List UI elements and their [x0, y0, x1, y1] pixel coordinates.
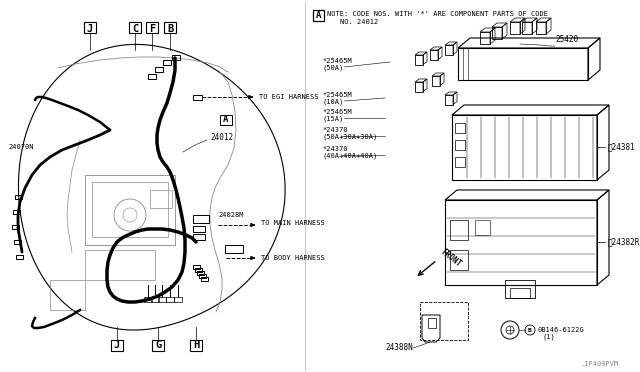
- Text: G: G: [155, 340, 161, 350]
- Bar: [193, 95, 202, 100]
- Bar: [50, 280, 85, 310]
- Bar: [455, 157, 465, 167]
- Text: F: F: [149, 23, 155, 33]
- Text: J: J: [87, 23, 93, 33]
- Bar: [450, 250, 468, 270]
- Text: *24370: *24370: [322, 146, 348, 152]
- Bar: [452, 115, 597, 180]
- Bar: [164, 22, 176, 33]
- Text: (1): (1): [542, 334, 555, 340]
- Text: .IP400PVM: .IP400PVM: [580, 361, 618, 367]
- Bar: [428, 318, 436, 328]
- Bar: [190, 340, 202, 351]
- Bar: [445, 45, 453, 55]
- Bar: [144, 297, 152, 302]
- Bar: [510, 22, 520, 34]
- Bar: [197, 271, 204, 275]
- Text: TO EGI HARNESS: TO EGI HARNESS: [259, 94, 319, 100]
- Text: H: H: [193, 340, 199, 350]
- Bar: [432, 76, 440, 86]
- Text: (10A): (10A): [322, 99, 343, 105]
- Bar: [166, 297, 174, 302]
- Bar: [505, 280, 535, 298]
- Bar: [193, 226, 205, 232]
- Bar: [445, 200, 597, 285]
- Bar: [92, 182, 168, 237]
- Bar: [158, 297, 166, 302]
- Bar: [522, 22, 532, 34]
- Text: TO MAIN HARNESS: TO MAIN HARNESS: [261, 220, 324, 226]
- Text: FRONT: FRONT: [439, 247, 463, 269]
- Text: NO. 24012: NO. 24012: [340, 19, 378, 25]
- Bar: [146, 22, 158, 33]
- Text: 24028M: 24028M: [218, 212, 243, 218]
- Bar: [480, 32, 490, 44]
- Bar: [415, 82, 423, 92]
- Bar: [536, 22, 546, 34]
- Bar: [163, 60, 171, 65]
- Bar: [195, 268, 202, 272]
- Text: A: A: [223, 115, 228, 125]
- Bar: [129, 22, 141, 33]
- Text: *25465M: *25465M: [322, 109, 352, 115]
- Bar: [445, 95, 453, 105]
- Text: B: B: [528, 327, 532, 333]
- Text: A: A: [316, 11, 321, 20]
- Text: J: J: [114, 340, 120, 350]
- Bar: [193, 215, 209, 223]
- Bar: [152, 340, 164, 351]
- Bar: [199, 274, 206, 278]
- Bar: [458, 48, 588, 80]
- Bar: [430, 50, 438, 60]
- Bar: [313, 10, 324, 21]
- Bar: [12, 225, 19, 229]
- Bar: [193, 234, 205, 240]
- Bar: [174, 297, 182, 302]
- Text: B: B: [167, 23, 173, 33]
- Bar: [455, 123, 465, 133]
- Bar: [492, 27, 502, 39]
- Text: 24012: 24012: [210, 134, 233, 142]
- Bar: [220, 115, 232, 125]
- Text: (50A): (50A): [322, 64, 343, 71]
- Text: NOTE: CODE NOS. WITH '*' ARE COMPONENT PARTS OF CODE: NOTE: CODE NOS. WITH '*' ARE COMPONENT P…: [327, 11, 548, 17]
- Text: C: C: [132, 23, 138, 33]
- Text: *24370: *24370: [322, 127, 348, 133]
- Bar: [14, 240, 21, 244]
- Bar: [16, 255, 23, 259]
- Text: TO BODY HARNESS: TO BODY HARNESS: [261, 255, 324, 261]
- Bar: [510, 288, 530, 298]
- Bar: [450, 220, 468, 240]
- Bar: [201, 277, 208, 281]
- Text: ․24382R: ․24382R: [608, 237, 640, 247]
- Bar: [13, 210, 20, 214]
- Bar: [151, 297, 159, 302]
- Bar: [193, 265, 200, 269]
- Bar: [155, 67, 163, 72]
- Bar: [475, 220, 490, 235]
- Bar: [15, 195, 22, 199]
- Bar: [172, 55, 180, 60]
- Text: 24070N: 24070N: [8, 144, 33, 150]
- Text: ․24381: ․24381: [608, 142, 636, 151]
- Text: (15A): (15A): [322, 115, 343, 122]
- Text: 0B146-6122G: 0B146-6122G: [537, 327, 584, 333]
- Bar: [85, 250, 155, 280]
- Bar: [225, 245, 243, 253]
- Text: *25465M: *25465M: [322, 58, 352, 64]
- Text: 24388N: 24388N: [385, 343, 413, 353]
- Bar: [84, 22, 96, 33]
- Bar: [420, 302, 468, 340]
- Bar: [150, 190, 172, 208]
- Bar: [111, 340, 123, 351]
- Bar: [148, 74, 156, 79]
- Bar: [455, 140, 465, 150]
- Text: *25465M: *25465M: [322, 92, 352, 98]
- Text: (40A+40A+40A): (40A+40A+40A): [322, 153, 377, 159]
- Text: (50A+30A+30A): (50A+30A+30A): [322, 134, 377, 140]
- Text: 25420: 25420: [555, 35, 578, 44]
- Bar: [85, 175, 175, 245]
- Bar: [415, 55, 423, 65]
